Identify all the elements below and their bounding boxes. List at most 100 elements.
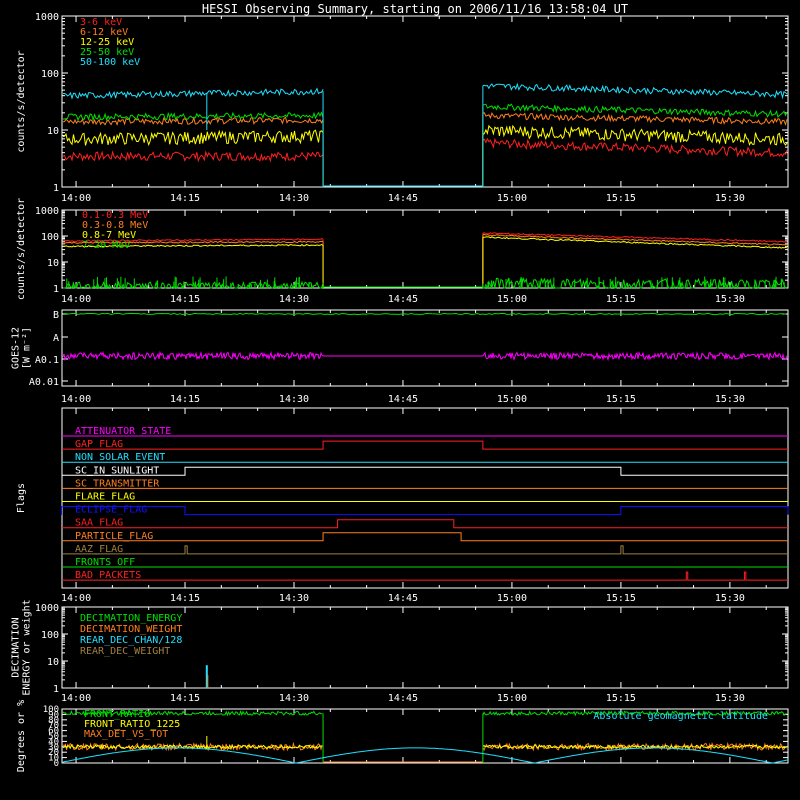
x-tick-label: 15:30 <box>715 693 745 704</box>
series-line <box>482 112 788 127</box>
series-line <box>62 709 323 717</box>
x-tick-label: 14:15 <box>170 193 200 204</box>
y-tick-label: 1 <box>53 684 59 695</box>
panel-flags: 14:00 14:15 14:30 14:45 15:00 15:15 15:30 Flags… <box>16 407 789 604</box>
x-tick-label: 15:00 <box>497 294 527 305</box>
y-axis-label: Flags <box>16 483 27 513</box>
y-axis-label: [W m⁻²] <box>22 327 33 369</box>
flag-trace <box>62 532 788 542</box>
y-tick-label: 1 <box>53 284 59 295</box>
x-tick-label: 15:15 <box>606 193 636 204</box>
flag-label: SC_IN_SUNLIGHT <box>75 465 159 476</box>
y-axis-label: ENERGY or weight <box>22 599 33 695</box>
flag-label: ECLIPSE_FLAG <box>75 505 147 516</box>
y-axis-label: Degrees or % <box>16 700 27 772</box>
y-tick-label: 10 <box>47 126 59 137</box>
legend-entry: FRONT_RATIO_1225 <box>84 719 180 730</box>
y-tick-label: 20 <box>48 748 59 758</box>
series-line <box>63 243 324 248</box>
x-tick-label: 15:15 <box>606 394 636 405</box>
flag-label: FLARE_FLAG <box>75 492 135 503</box>
series-line <box>62 111 324 122</box>
series-line <box>61 747 789 764</box>
legend-entry: REAR_DEC_WEIGHT <box>80 646 170 657</box>
y-tick-label: 30 <box>48 743 59 753</box>
x-tick-label: 15:00 <box>497 693 527 704</box>
y-tick-label: 1000 <box>35 603 59 614</box>
plot-frame <box>61 606 789 689</box>
y-axis-label: counts/s/detector <box>16 198 27 300</box>
annotation-label: Absolute geomagnetic latitude <box>593 711 768 722</box>
x-tick-label: 15:30 <box>715 294 745 305</box>
series-line <box>482 137 788 158</box>
series-line <box>63 240 324 244</box>
flag-label: AAZ_FLAG <box>75 544 123 555</box>
series-line <box>62 150 324 163</box>
y-axis-label: DECIMATION <box>11 617 22 677</box>
legend-entry: DECIMATION_ENERGY <box>80 613 182 624</box>
flag-label: PARTICLE_FLAG <box>75 531 153 542</box>
y-tick-label: 100 <box>43 705 59 715</box>
series-line <box>482 103 788 118</box>
legend-entry: 25-50 keV <box>80 47 134 58</box>
x-tick-label: 14:30 <box>279 593 309 604</box>
y-tick-label: 100 <box>41 69 59 80</box>
x-tick-label: 14:30 <box>279 394 309 405</box>
series-line <box>62 129 324 147</box>
legend-entry: 6-12 keV <box>80 27 128 38</box>
x-tick-label: 14:15 <box>170 693 200 704</box>
y-tick-label: 1000 <box>35 12 59 23</box>
x-tick-label: 14:00 <box>61 193 91 204</box>
panel-decimation: 1 10 100 1000 DECIMATION ENERGY or weight 14:0… <box>11 599 789 704</box>
y-tick-label: 90 <box>48 710 59 720</box>
x-tick-label: 14:45 <box>388 693 418 704</box>
series-line <box>482 124 788 147</box>
y-tick-label: A0.1 <box>35 355 59 366</box>
x-tick-label: 15:00 <box>497 593 527 604</box>
x-tick-label: 14:45 <box>388 394 418 405</box>
legend-entry: DECIMATION_WEIGHT <box>80 624 182 635</box>
y-tick-label: 100 <box>41 232 59 243</box>
x-tick-label: 15:00 <box>497 193 527 204</box>
series-line <box>482 710 787 717</box>
series-line <box>63 238 324 242</box>
legend-entry: 0.3-0.8 MeV <box>82 220 148 231</box>
legend-entry: 0.1-0.3 MeV <box>82 210 148 221</box>
plot-frame <box>61 309 789 387</box>
x-tick-label: 15:15 <box>606 593 636 604</box>
series-line <box>62 350 788 362</box>
flag-trace <box>62 440 788 450</box>
x-tick-label: 15:30 <box>715 193 745 204</box>
flag-trace <box>62 571 788 581</box>
x-tick-label: 15:30 <box>715 394 745 405</box>
x-tick-label: 14:00 <box>61 693 91 704</box>
y-tick-label: 10 <box>47 657 59 668</box>
panel-goes: 14:00 14:15 14:30 14:45 15:00 15:15 15:30 B A A0.… <box>11 309 789 405</box>
y-tick-label: 100 <box>41 630 59 641</box>
legend-entry: MAX_DET_VS_TOT <box>84 729 168 740</box>
x-tick-label: 14:45 <box>388 294 418 305</box>
flag-label: SC_TRANSMITTER <box>75 478 160 489</box>
flag-trace <box>61 506 789 516</box>
y-axis-label: GOES-12 <box>11 327 22 369</box>
y-tick-label: 40 <box>48 737 59 747</box>
x-tick-label: 15:00 <box>497 394 527 405</box>
y-tick-label: 50 <box>48 732 59 742</box>
legend-entry: 50-100 keV <box>80 57 140 68</box>
flag-label: NON_SOLAR_EVENT <box>75 452 165 463</box>
flag-trace <box>62 466 788 476</box>
legend-entry: 7-20 MeV <box>82 240 130 251</box>
y-tick-label: 0 <box>54 759 59 769</box>
x-tick-label: 15:15 <box>606 294 636 305</box>
panel-xray-rates: 1 10 100 1000 counts/s/detector 14:00 14:15 14:… <box>16 12 789 204</box>
x-tick-label: 14:30 <box>279 193 309 204</box>
flag-label: GAP_FLAG <box>75 439 123 450</box>
x-tick-label: 14:00 <box>61 394 91 405</box>
legend-entry: 0.8-7 MeV <box>82 230 136 241</box>
series-line <box>482 233 788 246</box>
flag-label: SAA_FLAG <box>75 518 123 529</box>
legend-entry: REAR_DEC_CHAN/128 <box>80 635 182 646</box>
